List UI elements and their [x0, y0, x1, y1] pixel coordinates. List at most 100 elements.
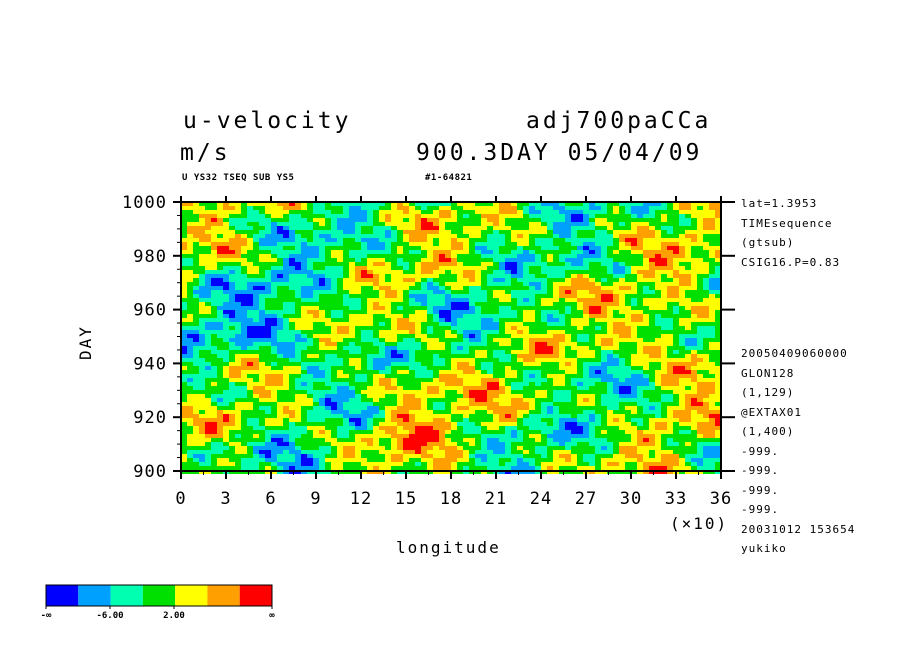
heatmap-cell: [301, 298, 307, 302]
heatmap-cell: [535, 386, 541, 390]
heatmap-cell: [241, 298, 247, 302]
heatmap-cell: [697, 262, 703, 266]
heatmap-cell: [637, 338, 643, 342]
heatmap-cell: [361, 282, 367, 286]
heatmap-cell: [493, 310, 499, 314]
heatmap-cell: [415, 306, 421, 310]
heatmap-cell: [445, 322, 451, 326]
heatmap-cell: [325, 346, 331, 350]
heatmap-cell: [391, 330, 397, 334]
heatmap-cell: [715, 230, 721, 234]
heatmap-cell: [283, 370, 289, 374]
heatmap-cell: [649, 370, 655, 374]
heatmap-cell: [691, 210, 697, 214]
heatmap-cell: [589, 294, 595, 298]
heatmap-cell: [349, 298, 355, 302]
heatmap-cell: [691, 230, 697, 234]
heatmap-cell: [193, 422, 199, 426]
heatmap-cell: [685, 326, 691, 330]
heatmap-cell: [493, 258, 499, 262]
heatmap-cell: [637, 254, 643, 258]
heatmap-cell: [199, 206, 205, 210]
heatmap-cell: [649, 350, 655, 354]
heatmap-cell: [439, 322, 445, 326]
heatmap-cell: [715, 202, 721, 206]
heatmap-cell: [301, 406, 307, 410]
heatmap-cell: [619, 262, 625, 266]
heatmap-cell: [661, 210, 667, 214]
heatmap-cell: [469, 406, 475, 410]
heatmap-cell: [565, 338, 571, 342]
heatmap-cell: [259, 210, 265, 214]
heatmap-cell: [361, 302, 367, 306]
heatmap-cell: [385, 262, 391, 266]
heatmap-cell: [349, 326, 355, 330]
heatmap-cell: [619, 258, 625, 262]
heatmap-cell: [379, 346, 385, 350]
heatmap-cell: [619, 414, 625, 418]
heatmap-cell: [595, 202, 601, 206]
heatmap-cell: [583, 222, 589, 226]
heatmap-cell: [541, 274, 547, 278]
heatmap-cell: [481, 294, 487, 298]
heatmap-cell: [499, 378, 505, 382]
heatmap-cell: [301, 346, 307, 350]
heatmap-cell: [487, 214, 493, 218]
heatmap-cell: [655, 318, 661, 322]
heatmap-cell: [379, 298, 385, 302]
heatmap-cell: [331, 258, 337, 262]
heatmap-cell: [493, 202, 499, 206]
heatmap-cell: [313, 302, 319, 306]
heatmap-cell: [325, 318, 331, 322]
heatmap-cell: [427, 218, 433, 222]
heatmap-cell: [313, 234, 319, 238]
heatmap-cell: [565, 210, 571, 214]
heatmap-cell: [367, 350, 373, 354]
heatmap-cell: [337, 382, 343, 386]
heatmap-cell: [691, 298, 697, 302]
heatmap-cell: [649, 278, 655, 282]
heatmap-cell: [505, 286, 511, 290]
heatmap-cell: [337, 262, 343, 266]
heatmap-cell: [415, 302, 421, 306]
heatmap-cell: [445, 294, 451, 298]
heatmap-cell: [259, 230, 265, 234]
heatmap-cell: [661, 306, 667, 310]
heatmap-cell: [247, 338, 253, 342]
heatmap-cell: [673, 314, 679, 318]
heatmap-cell: [193, 322, 199, 326]
heatmap-cell: [379, 422, 385, 426]
heatmap-cell: [265, 406, 271, 410]
heatmap-cell: [511, 342, 517, 346]
heatmap-cell: [217, 330, 223, 334]
heatmap-cell: [679, 218, 685, 222]
heatmap-cell: [331, 422, 337, 426]
heatmap-cell: [289, 278, 295, 282]
heatmap-cell: [463, 378, 469, 382]
heatmap-cell: [481, 234, 487, 238]
heatmap-cell: [211, 418, 217, 422]
heatmap-cell: [445, 234, 451, 238]
heatmap-cell: [331, 350, 337, 354]
heatmap-cell: [595, 238, 601, 242]
heatmap-cell: [625, 386, 631, 390]
heatmap-cell: [631, 230, 637, 234]
heatmap-cell: [697, 398, 703, 402]
heatmap-cell: [391, 310, 397, 314]
heatmap-cell: [319, 402, 325, 406]
heatmap-cell: [649, 202, 655, 206]
heatmap-cell: [451, 242, 457, 246]
heatmap-cell: [679, 294, 685, 298]
heatmap-cell: [583, 334, 589, 338]
heatmap-cell: [703, 310, 709, 314]
heatmap-cell: [685, 206, 691, 210]
heatmap-cell: [211, 250, 217, 254]
heatmap-cell: [379, 310, 385, 314]
heatmap-cell: [499, 294, 505, 298]
heatmap-cell: [367, 270, 373, 274]
heatmap-cell: [283, 318, 289, 322]
heatmap-cell: [409, 414, 415, 418]
heatmap-cell: [355, 318, 361, 322]
heatmap-cell: [217, 234, 223, 238]
heatmap-cell: [475, 318, 481, 322]
